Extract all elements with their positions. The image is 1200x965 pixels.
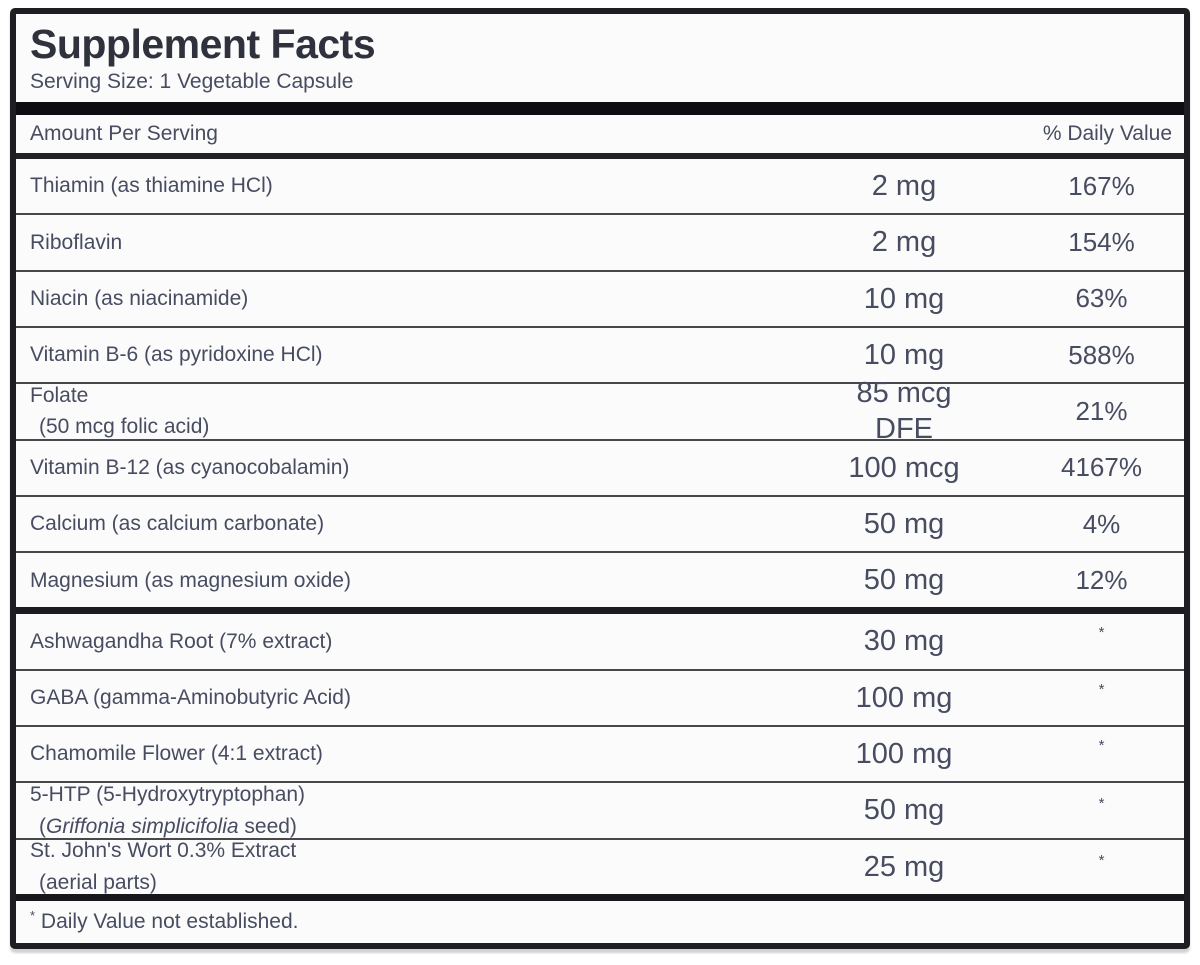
- table-row: Niacin (as niacinamide) 10 mg 63%: [16, 269, 1184, 326]
- ingredient-name-cell: GABA (gamma-Aminobutyric Acid): [30, 675, 789, 721]
- amount-cell: 50 mg: [863, 794, 945, 827]
- daily-value-cell: *: [1098, 680, 1105, 698]
- table-row: Riboflavin 2 mg 154%: [16, 213, 1184, 269]
- daily-value-cell: 4%: [1082, 508, 1121, 539]
- ingredient-name-cell: Calcium (as calcium carbonate): [30, 501, 789, 547]
- daily-value-cell: 12%: [1075, 564, 1128, 595]
- amount-cell: 100 mg: [855, 738, 953, 771]
- footnote-text: Daily Value not established.: [40, 910, 299, 933]
- daily-value-cell: *: [1098, 737, 1105, 755]
- daily-value-cell: 63%: [1075, 283, 1128, 314]
- table-row: Thiamin (as thiamine HCl) 2 mg 167%: [16, 159, 1184, 213]
- daily-value-cell: 167%: [1068, 170, 1135, 201]
- header-divider-bar: [16, 102, 1184, 116]
- amount-cell: 25 mg: [863, 850, 945, 883]
- amount-cell: 10 mg: [863, 339, 945, 371]
- daily-value-cell: *: [1098, 624, 1105, 642]
- ingredient-name-cell: Chamomile Flower (4:1 extract): [30, 731, 789, 777]
- amount-cell: 85 mcg DFE: [856, 377, 952, 446]
- ingredient-name: Magnesium (as magnesium oxide): [30, 568, 351, 592]
- ingredient-name-cell: Ashwagandha Root (7% extract): [30, 619, 789, 665]
- ingredient-subname: (aerial parts): [39, 870, 157, 894]
- daily-value-cell: 4167%: [1061, 452, 1142, 483]
- ingredient-subname: (Griffonia simplicifolia seed): [39, 814, 297, 838]
- daily-value-cell: *: [1098, 795, 1105, 813]
- ingredient-name-cell: Vitamin B-12 (as cyanocobalamin): [30, 445, 789, 491]
- column-daily-value: % Daily Value: [1042, 122, 1172, 146]
- table-row: Magnesium (as magnesium oxide) 50 mg 12%: [16, 551, 1184, 607]
- ingredient-name-cell: Thiamin (as thiamine HCl): [30, 163, 789, 209]
- amount-cell: 100 mcg: [848, 451, 960, 484]
- ingredient-name-cell: Vitamin B-6 (as pyridoxine HCl): [30, 332, 789, 378]
- ingredient-subname: (50 mcg folic acid): [39, 415, 210, 439]
- ingredient-name: GABA (gamma-Aminobutyric Acid): [30, 686, 351, 710]
- table-row: Calcium (as calcium carbonate) 50 mg 4%: [16, 494, 1184, 551]
- table-row: GABA (gamma-Aminobutyric Acid) 100 mg *: [16, 668, 1184, 725]
- ingredient-name-cell: 5-HTP (5-Hydroxytryptophan) (Griffonia s…: [30, 772, 789, 849]
- amount-cell: 2 mg: [871, 170, 937, 203]
- table-row: Ashwagandha Root (7% extract) 30 mg *: [16, 607, 1184, 668]
- ingredient-name: Chamomile Flower (4:1 extract): [30, 742, 323, 766]
- ingredient-name: 5-HTP (5-Hydroxytryptophan): [30, 783, 306, 807]
- table-row: St. John's Wort 0.3% Extract (aerial par…: [16, 837, 1184, 894]
- table-row: Vitamin B-12 (as cyanocobalamin) 100 mcg…: [16, 438, 1184, 495]
- table-row: 5-HTP (5-Hydroxytryptophan) (Griffonia s…: [16, 781, 1184, 838]
- label-title: Supplement Facts: [30, 21, 376, 67]
- ingredient-rows: Thiamin (as thiamine HCl) 2 mg 167% Ribo…: [16, 159, 1184, 894]
- daily-value-cell: 21%: [1075, 396, 1128, 427]
- table-row: Chamomile Flower (4:1 extract) 100 mg *: [16, 725, 1184, 781]
- table-row: Folate (50 mcg folic acid) 85 mcg DFE 21…: [16, 377, 1184, 445]
- column-header-row: Amount Per Serving % Daily Value: [16, 115, 1184, 160]
- footnote: * Daily Value not established.: [16, 901, 1184, 943]
- supplement-facts-panel: Supplement Facts Serving Size: 1 Vegetab…: [10, 8, 1190, 949]
- serving-size: Serving Size: 1 Vegetable Capsule: [30, 70, 354, 94]
- amount-cell: 30 mg: [863, 625, 945, 658]
- ingredient-name: Riboflavin: [30, 230, 123, 254]
- ingredient-name-cell: Niacin (as niacinamide): [30, 276, 789, 322]
- label-header: Supplement Facts Serving Size: 1 Vegetab…: [16, 14, 1184, 102]
- daily-value-cell: 154%: [1068, 227, 1135, 258]
- table-row: Vitamin B-6 (as pyridoxine HCl) 10 mg 58…: [16, 325, 1184, 382]
- daily-value-cell: *: [1098, 851, 1105, 869]
- ingredient-name: Folate: [30, 383, 89, 407]
- ingredient-name: Vitamin B-6 (as pyridoxine HCl): [30, 343, 323, 367]
- ingredient-name: Niacin (as niacinamide): [30, 287, 249, 311]
- daily-value-cell: 588%: [1068, 339, 1135, 370]
- ingredient-name-cell: Magnesium (as magnesium oxide): [30, 558, 789, 604]
- amount-cell: 100 mg: [855, 681, 953, 714]
- ingredient-name: St. John's Wort 0.3% Extract: [30, 839, 297, 863]
- ingredient-name-cell: St. John's Wort 0.3% Extract (aerial par…: [30, 828, 789, 905]
- ingredient-name: Calcium (as calcium carbonate): [30, 512, 325, 536]
- ingredient-name: Vitamin B-12 (as cyanocobalamin): [30, 455, 350, 479]
- ingredient-name: Thiamin (as thiamine HCl): [30, 174, 273, 198]
- amount-cell: 2 mg: [871, 226, 937, 259]
- footnote-symbol: *: [30, 908, 36, 923]
- column-amount-per-serving: Amount Per Serving: [30, 122, 218, 146]
- footnote-divider-bar: [16, 894, 1184, 901]
- amount-cell: 50 mg: [863, 507, 945, 540]
- ingredient-name-cell: Folate (50 mcg folic acid): [30, 373, 789, 450]
- ingredient-name: Ashwagandha Root (7% extract): [30, 629, 333, 653]
- amount-cell: 10 mg: [863, 282, 945, 315]
- ingredient-name-cell: Riboflavin: [30, 220, 789, 266]
- amount-cell: 50 mg: [863, 564, 945, 597]
